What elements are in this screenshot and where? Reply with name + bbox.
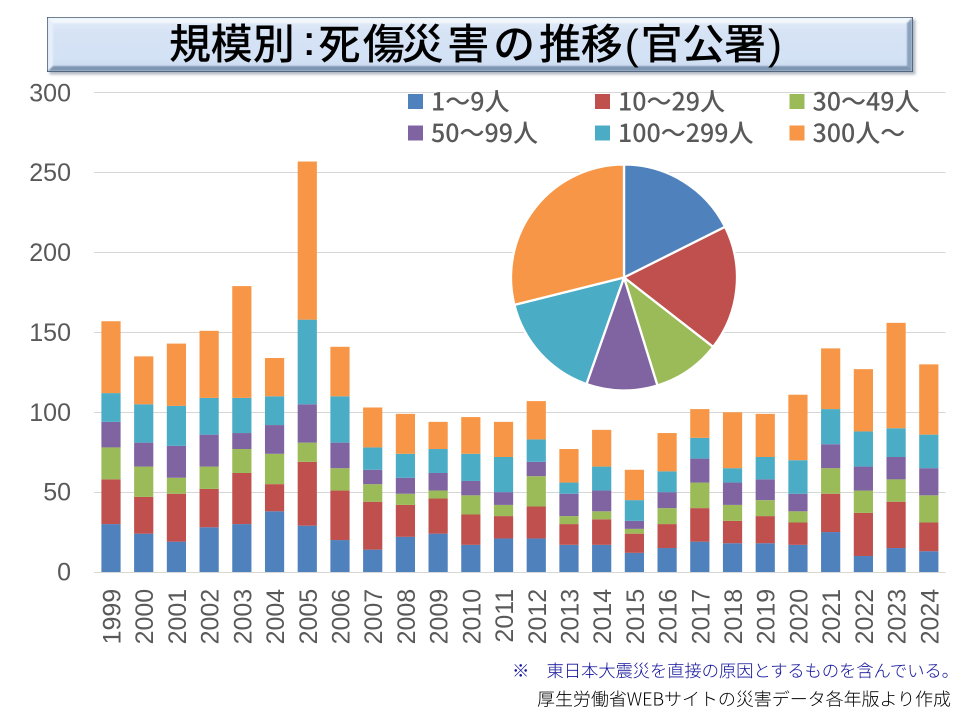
svg-text:2016: 2016 [655,589,683,645]
svg-text:2021: 2021 [818,589,846,645]
svg-text:の: の [493,11,535,72]
svg-text:災: 災 [401,11,443,72]
svg-text:2005: 2005 [295,589,323,645]
svg-text:2010: 2010 [458,589,486,645]
svg-text:2017: 2017 [687,589,715,645]
svg-text:2018: 2018 [720,589,748,645]
svg-text:2004: 2004 [262,589,290,645]
svg-text:100: 100 [29,399,71,427]
svg-text:2012: 2012 [524,589,552,645]
svg-text:2007: 2007 [360,589,388,645]
svg-text:公: 公 [682,11,724,72]
svg-text:(: ( [625,11,639,72]
svg-text:50: 50 [43,479,71,507]
svg-text:模: 模 [211,11,253,72]
svg-text:2014: 2014 [589,589,617,645]
svg-text:厚生労働省WEBサイトの災害データ各年版より作成: 厚生労働省WEBサイトの災害データ各年版より作成 [537,686,951,712]
svg-text:2003: 2003 [229,589,257,645]
svg-text:1～9人: 1～9人 [431,83,510,119]
svg-text:2024: 2024 [916,589,944,645]
svg-text:害: 害 [447,11,489,72]
svg-text:規: 規 [169,11,211,72]
svg-text:200: 200 [29,239,71,267]
svg-text:2013: 2013 [557,589,585,645]
svg-text:2008: 2008 [393,589,421,645]
svg-text:別: 別 [253,11,295,72]
svg-text:300: 300 [29,79,71,107]
svg-text:2011: 2011 [491,589,519,643]
svg-text:2022: 2022 [851,589,879,645]
svg-text:2023: 2023 [884,589,912,645]
svg-text:官: 官 [641,11,683,72]
svg-text:※ 東日本大震災を直接の原因とするものを含んでいる。: ※ 東日本大震災を直接の原因とするものを含んでいる。 [512,658,959,683]
svg-text:10～29人: 10～29人 [618,83,725,119]
svg-text:0: 0 [57,559,71,587]
svg-text:2001: 2001 [164,589,192,645]
svg-text:1999: 1999 [99,589,127,645]
svg-text:移: 移 [581,11,623,72]
svg-text:2020: 2020 [786,589,814,645]
svg-text:2000: 2000 [131,589,159,645]
svg-text:2009: 2009 [426,589,454,645]
svg-text:300人～: 300人～ [813,114,906,150]
svg-text:推: 推 [539,11,581,72]
svg-text:死: 死 [318,11,360,72]
svg-text:2015: 2015 [622,589,650,645]
svg-text:150: 150 [29,319,71,347]
svg-text:30～49人: 30～49人 [813,83,920,119]
svg-text:署: 署 [724,11,766,72]
svg-text:2002: 2002 [197,589,225,645]
svg-text:): ) [768,11,782,72]
svg-text:250: 250 [29,159,71,187]
svg-text:50～99人: 50～99人 [431,114,538,150]
svg-text:2019: 2019 [753,589,781,645]
svg-text:2006: 2006 [328,589,356,645]
svg-text:傷: 傷 [363,11,405,72]
svg-text:100～299人: 100～299人 [618,114,754,150]
